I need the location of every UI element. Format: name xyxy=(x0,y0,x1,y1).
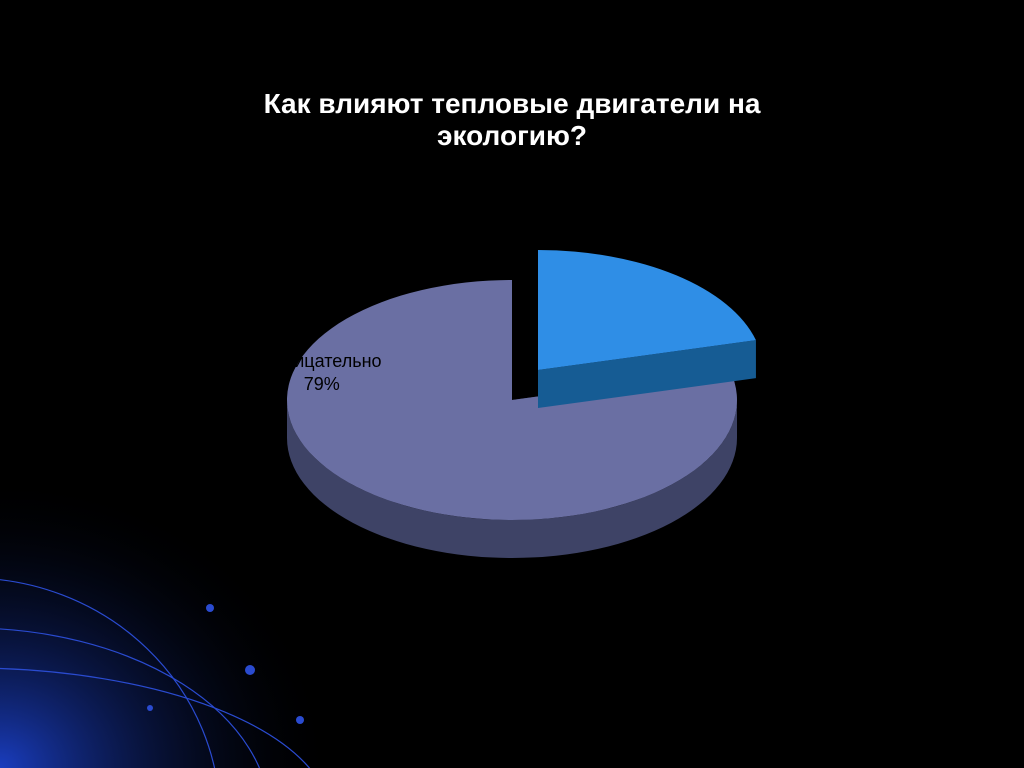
slice-label-negative: Отрицательно 79% xyxy=(262,350,382,395)
slice-label-positive: Положительно 21% xyxy=(592,214,714,259)
slide-stage: Как влияют тепловые двигатели на экологи… xyxy=(0,0,1024,768)
pie-chart xyxy=(0,0,1024,768)
